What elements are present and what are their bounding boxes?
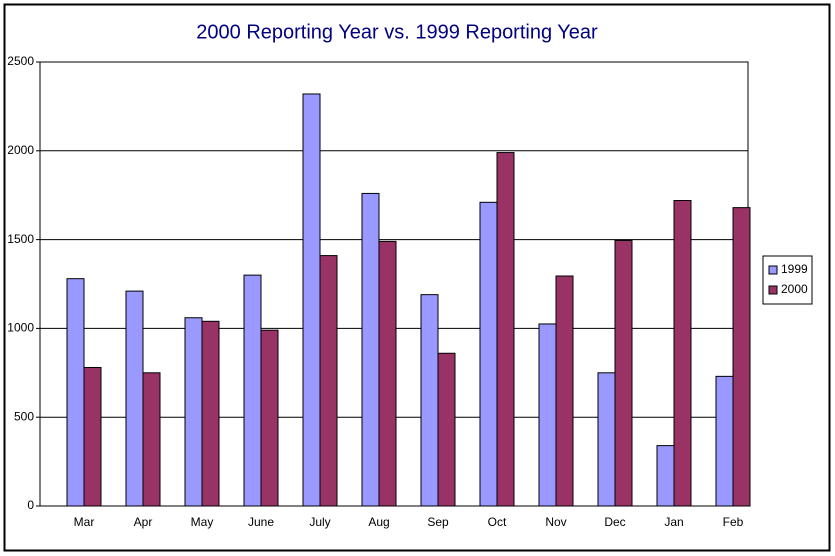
bar <box>597 372 616 507</box>
x-tick-label: May <box>191 515 214 529</box>
legend-swatch <box>768 285 778 295</box>
y-tick-label: 2000 <box>7 143 34 157</box>
x-tick-label: Oct <box>488 515 507 529</box>
chart-title: 2000 Reporting Year vs. 1999 Reporting Y… <box>196 21 598 43</box>
y-tick-label: 500 <box>14 409 34 423</box>
bar <box>614 239 633 507</box>
x-tick-label: Sep <box>427 515 449 529</box>
x-tick-label: Jan <box>664 515 683 529</box>
bar <box>479 201 498 507</box>
bar <box>66 278 85 507</box>
bar <box>302 93 321 507</box>
bar <box>319 255 338 507</box>
bar <box>732 207 751 507</box>
bar <box>378 240 397 507</box>
bar <box>437 352 456 507</box>
bar <box>656 445 675 507</box>
legend-swatch <box>768 265 778 275</box>
bar <box>715 375 734 507</box>
bar <box>142 372 161 507</box>
y-tick-label: 1000 <box>7 321 34 335</box>
bar <box>420 294 439 507</box>
y-tick-label: 1500 <box>7 232 34 246</box>
bar <box>496 152 515 507</box>
legend-label: 2000 <box>781 282 808 296</box>
bar <box>125 290 144 507</box>
bar <box>201 320 220 507</box>
x-tick-label: Dec <box>604 515 625 529</box>
bar <box>673 200 692 507</box>
bar <box>184 317 203 507</box>
bar <box>83 366 102 507</box>
legend-box <box>762 255 813 305</box>
bar <box>555 275 574 507</box>
bar <box>243 274 262 507</box>
bar <box>260 329 279 507</box>
y-tick-label: 2500 <box>7 54 34 68</box>
x-tick-label: June <box>248 515 274 529</box>
x-tick-label: Mar <box>74 515 95 529</box>
bar <box>538 323 557 507</box>
legend-label: 1999 <box>781 262 808 276</box>
x-tick-label: Feb <box>723 515 744 529</box>
x-tick-label: July <box>309 515 330 529</box>
x-tick-label: Nov <box>545 515 566 529</box>
x-tick-label: Apr <box>134 515 153 529</box>
x-tick-label: Aug <box>368 515 389 529</box>
y-tick-label: 0 <box>27 498 34 512</box>
bar <box>361 192 380 507</box>
